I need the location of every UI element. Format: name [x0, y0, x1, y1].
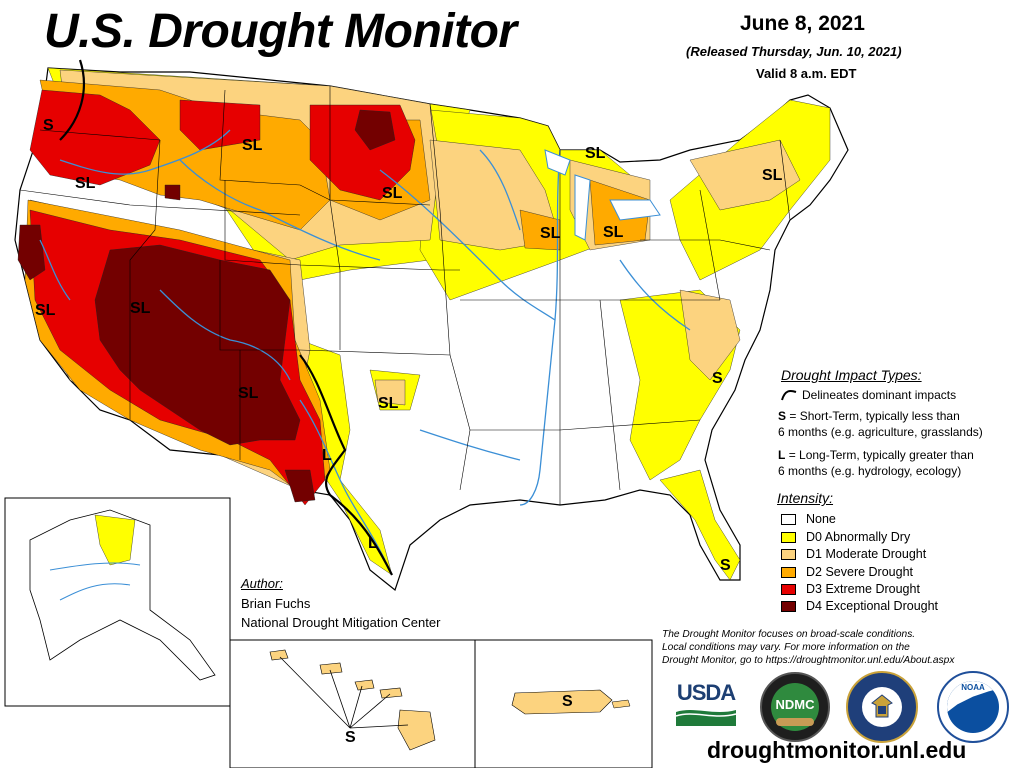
intensity-swatch	[781, 600, 796, 612]
intensity-swatch	[781, 513, 796, 525]
alaska-outline	[29, 509, 216, 681]
intensity-swatch	[781, 531, 796, 543]
noaa-logo: NOAA	[937, 671, 1009, 743]
impact-label: SL	[585, 145, 606, 162]
long-term-row: L = Long-Term, typically greater than	[778, 448, 974, 463]
intensity-label: D4 Exceptional Drought	[806, 599, 939, 613]
great-lakes	[544, 149, 661, 241]
disclaimer: The Drought Monitor focuses on broad-sca…	[662, 628, 1007, 667]
impact-label: SL	[242, 137, 263, 154]
impact-label: SL	[762, 167, 783, 184]
intensity-label: D3 Extreme Drought	[806, 582, 920, 596]
short-term-key: S	[778, 409, 787, 423]
commerce-seal	[846, 671, 918, 743]
impact-label: SL	[540, 225, 561, 242]
author-name: Brian Fuchs	[241, 596, 311, 611]
hawaii-islands	[269, 649, 436, 751]
map-title: U.S. Drought Monitor	[44, 5, 517, 58]
impact-label: L	[322, 447, 332, 464]
short-term-text-2: 6 months (e.g. agriculture, grasslands)	[778, 425, 983, 439]
intensity-label: D2 Severe Drought	[806, 565, 914, 579]
intensity-label: D1 Moderate Drought	[806, 547, 927, 561]
short-term-text: = Short-Term, typically less than	[789, 409, 960, 423]
rivers	[39, 129, 691, 561]
noaa-logo-text: NOAA	[961, 683, 985, 692]
impact-label: S	[712, 370, 723, 387]
impact-line-symbol	[781, 390, 797, 401]
intensity-legend-row: D3 Extreme Drought	[781, 582, 920, 596]
alaska-d0	[94, 514, 136, 566]
puerto-rico-outline	[511, 689, 613, 715]
intensity-swatch	[781, 566, 796, 578]
long-term-key: L	[778, 448, 786, 462]
d4-areas	[17, 109, 396, 503]
hawaii-inset-frame	[229, 639, 476, 768]
intensity-label: None	[806, 512, 836, 526]
ndmc-logo: NDMC	[760, 672, 830, 742]
impact-legend-title: Drought Impact Types:	[781, 367, 922, 383]
intensity-swatch	[781, 548, 796, 560]
impact-label: SL	[378, 395, 399, 412]
puerto-rico-islets	[611, 699, 631, 709]
intensity-legend-row: None	[781, 512, 836, 526]
intensity-swatch	[781, 583, 796, 595]
impact-line-label: Delineates dominant impacts	[802, 388, 957, 402]
impact-label: SL	[35, 302, 56, 319]
release-date: (Released Thursday, Jun. 10, 2021)	[686, 44, 902, 59]
ndmc-logo-text: NDMC	[775, 697, 815, 712]
impact-label: SL	[75, 175, 96, 192]
intensity-legend-row: D2 Severe Drought	[781, 565, 913, 579]
impact-label: S	[720, 557, 731, 574]
impact-label: S	[562, 693, 573, 710]
map-date: June 8, 2021	[740, 12, 865, 35]
impact-label: SL	[382, 185, 403, 202]
usda-logo: USDA	[674, 680, 738, 726]
disclaimer-line: The Drought Monitor focuses on broad-sca…	[662, 629, 916, 640]
long-term-text: = Long-Term, typically greater than	[788, 448, 974, 462]
website-url[interactable]: droughtmonitor.unl.edu	[707, 737, 967, 763]
valid-time: Valid 8 a.m. EDT	[756, 66, 857, 81]
impact-label: S	[43, 117, 54, 134]
impact-label: SL	[603, 224, 624, 241]
impact-lines	[59, 59, 393, 576]
intensity-legend-row: D0 Abnormally Dry	[781, 530, 910, 544]
eagle-icon	[871, 694, 893, 718]
impact-label: S	[345, 729, 356, 746]
author-label: Author:	[241, 576, 283, 591]
disclaimer-line: Drought Monitor, go to https://droughtmo…	[662, 655, 955, 666]
usda-logo-waves	[675, 710, 737, 726]
intensity-label: D0 Abnormally Dry	[806, 530, 911, 544]
author-organization: National Drought Mitigation Center	[241, 615, 441, 630]
intensity-legend-row: D1 Moderate Drought	[781, 547, 926, 561]
intensity-legend-title: Intensity:	[777, 490, 834, 506]
short-term-row: S = Short-Term, typically less than	[778, 409, 960, 424]
state-borders	[19, 86, 791, 505]
long-term-text-2: 6 months (e.g. hydrology, ecology)	[778, 464, 962, 478]
impact-label: SL	[238, 385, 259, 402]
impact-label: L	[368, 535, 378, 552]
impact-label: SL	[130, 300, 151, 317]
usda-logo-text: USDA	[676, 680, 736, 705]
alaska-rivers	[49, 562, 141, 601]
disclaimer-line: Local conditions may vary. For more info…	[662, 642, 910, 653]
intensity-legend-row: D4 Exceptional Drought	[781, 599, 938, 613]
hawaii-pointer-lines	[279, 656, 409, 729]
